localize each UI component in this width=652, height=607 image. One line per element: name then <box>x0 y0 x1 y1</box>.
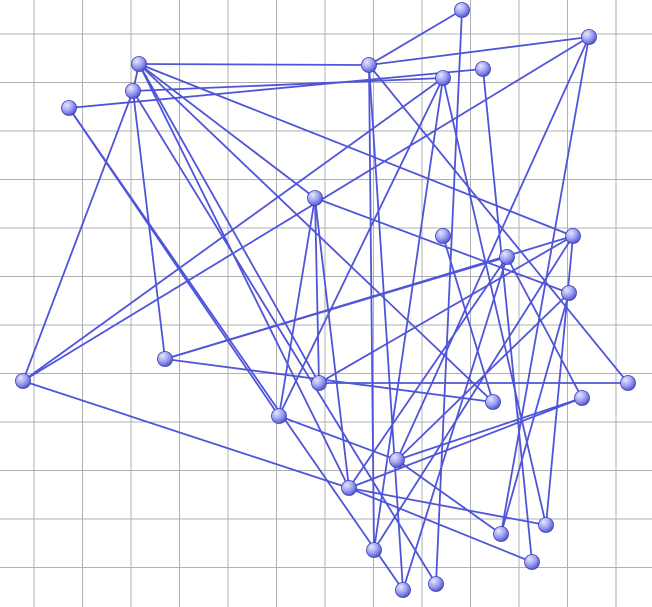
graph-node[interactable] <box>61 100 77 116</box>
graph-edge <box>442 77 547 526</box>
graph-edge <box>373 235 574 551</box>
graph-edge <box>68 68 484 109</box>
graph-edge <box>396 459 502 535</box>
graph-edge <box>318 235 574 384</box>
graph-edge <box>348 397 583 489</box>
graph-edge <box>138 63 370 66</box>
graph-edge <box>278 197 316 417</box>
graph-node[interactable] <box>389 452 405 468</box>
graph-node[interactable] <box>435 70 451 86</box>
graph-node[interactable] <box>485 394 501 410</box>
graph-node[interactable] <box>620 375 636 391</box>
graph-node[interactable] <box>493 526 509 542</box>
graph-node[interactable] <box>475 61 491 77</box>
graph-node[interactable] <box>341 480 357 496</box>
graph-edge <box>22 36 590 382</box>
graph-edge <box>402 256 508 591</box>
graph-node[interactable] <box>307 190 323 206</box>
graph-edge <box>132 90 437 585</box>
graph-edge <box>22 380 350 489</box>
graph-node[interactable] <box>565 228 581 244</box>
graph-node[interactable] <box>131 56 147 72</box>
graph-node[interactable] <box>395 582 411 598</box>
graph-edge <box>22 90 134 382</box>
graph-edge <box>138 63 350 489</box>
graph-edge <box>368 9 463 66</box>
graph-edge <box>314 197 320 384</box>
graph-edge <box>22 77 444 382</box>
graph-node[interactable] <box>125 83 141 99</box>
graph-edge <box>396 397 583 461</box>
graph-edge <box>482 68 533 563</box>
graph-edge <box>314 197 570 294</box>
graph-node[interactable] <box>454 2 470 18</box>
graph-edge <box>506 256 583 399</box>
graph-edge <box>132 77 444 92</box>
graph-edge <box>164 358 494 403</box>
graph-edge <box>348 487 547 526</box>
graph-edge <box>368 64 404 591</box>
graph-node[interactable] <box>311 375 327 391</box>
graph-edge <box>396 292 570 461</box>
graph-edge <box>314 197 350 489</box>
graph-edge <box>164 256 508 360</box>
graph-edge <box>435 9 463 585</box>
graph-node[interactable] <box>574 390 590 406</box>
graph-node[interactable] <box>271 408 287 424</box>
graph-node[interactable] <box>538 517 554 533</box>
graph-edge <box>68 107 404 591</box>
graph-edge <box>278 77 444 417</box>
graph-edge <box>373 77 444 551</box>
graph-edge <box>368 36 590 66</box>
graph-edge <box>348 487 533 563</box>
graph-node[interactable] <box>428 576 444 592</box>
graph-edge <box>545 235 574 526</box>
graph-node[interactable] <box>361 57 377 73</box>
graph-node[interactable] <box>524 554 540 570</box>
graph-edge <box>138 63 574 237</box>
graph-edge <box>348 256 508 489</box>
graph-edge <box>500 36 590 535</box>
graph-node[interactable] <box>499 249 515 265</box>
graph-edge <box>278 415 398 461</box>
graph-edge <box>368 64 375 551</box>
graph-node[interactable] <box>435 228 451 244</box>
graph-node[interactable] <box>581 29 597 45</box>
graph-edge <box>138 63 316 199</box>
graph-edge <box>138 63 320 384</box>
graph-node[interactable] <box>561 285 577 301</box>
nodes <box>15 2 636 598</box>
graph-edge <box>396 36 590 461</box>
edges <box>22 9 629 591</box>
graph-node[interactable] <box>15 373 31 389</box>
graph-node[interactable] <box>157 351 173 367</box>
graph-node[interactable] <box>366 542 382 558</box>
